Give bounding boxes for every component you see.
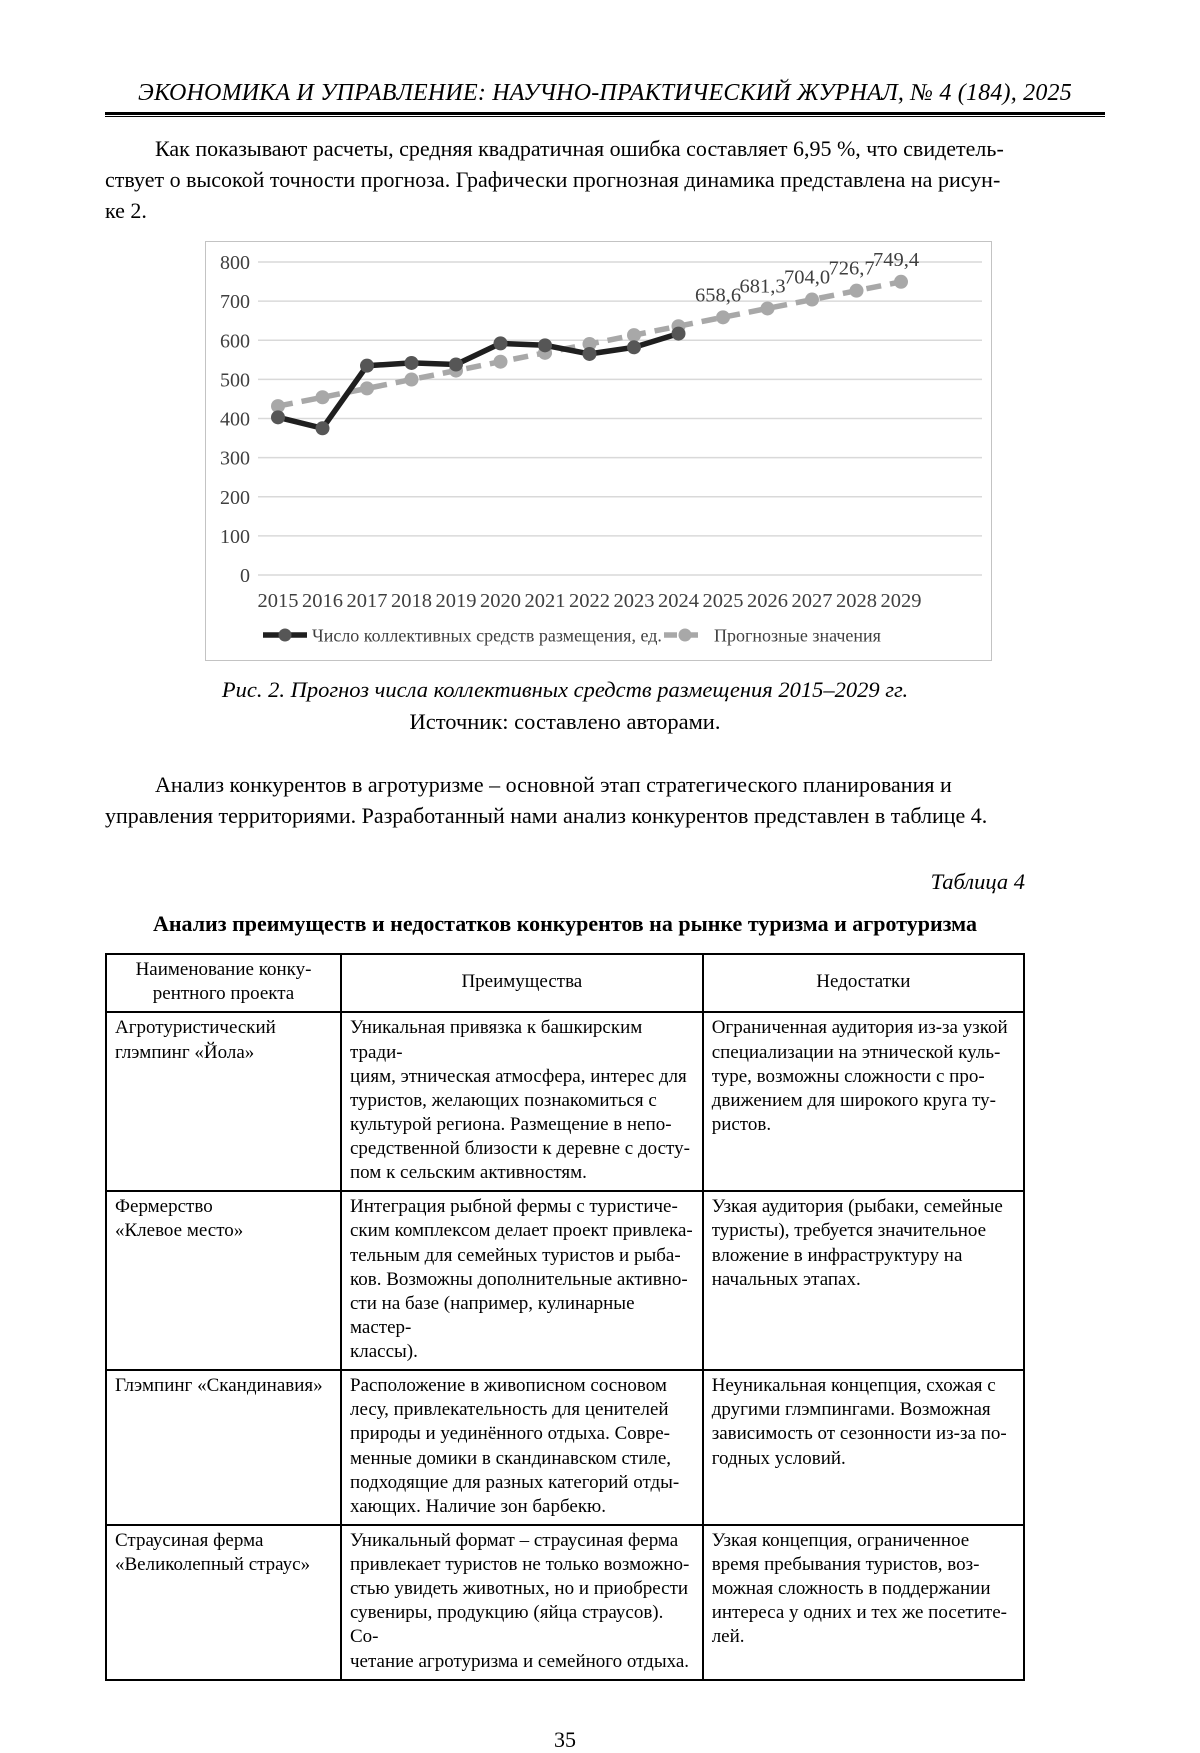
page-header-area: ЭКОНОМИКА И УПРАВЛЕНИЕ: НАУЧНО-ПРАКТИЧЕС… [0,0,1200,117]
page-number: 35 [554,1726,576,1752]
cell-advantages: Интеграция рыбной фермы с туристиче- ски… [340,1190,704,1372]
cell-project-name: Глэмпинг «Скандинавия» [105,1369,342,1526]
svg-text:400: 400 [220,408,250,430]
svg-text:658,6: 658,6 [695,284,741,306]
line-chart: 0 100 200 300 400 500 600 700 800 2015 2016 2017 201… [205,240,992,663]
svg-text:2018: 2018 [391,590,432,612]
svg-text:700: 700 [220,291,250,313]
svg-text:600: 600 [220,330,250,352]
figure-source: Источник: составлено авторами. [409,708,721,734]
table-number-label: Таблица 4 [930,869,1025,895]
figure-caption: Рис. 2. Прогноз числа коллективных средс… [221,676,909,702]
cell-advantages: Расположение в живописном сосновом лесу,… [340,1369,704,1526]
svg-text:500: 500 [220,369,250,391]
svg-text:2019: 2019 [436,590,477,612]
competitors-table: Наименование конку- рентного проекта Пре… [105,953,1026,1681]
svg-text:2016: 2016 [302,590,343,612]
page-content: Как показывают расчеты, средняя квадрати… [0,133,1200,1753]
svg-text:749,4: 749,4 [873,249,919,271]
cell-advantages: Уникальная привязка к башкирским тради- … [340,1011,704,1193]
table-row: Страусиная ферма «Великолепный страус» У… [105,1523,1026,1681]
paragraph-intro: Как показывают расчеты, средняя квадрати… [105,136,1004,224]
svg-text:100: 100 [220,526,250,548]
svg-text:681,3: 681,3 [739,275,785,297]
header-cell-name: Наименование конку- рентного проекта [105,953,342,1014]
svg-text:2017: 2017 [347,590,388,612]
chart-canvas: 0 100 200 300 400 500 600 700 800 2015 2016 2017 201… [206,242,991,663]
svg-text:200: 200 [220,486,250,508]
table-row: Агротуристический глэмпинг «Йола» Уникал… [105,1011,1026,1193]
svg-text:2015: 2015 [258,590,299,612]
svg-text:726,7: 726,7 [828,257,874,279]
svg-text:0: 0 [240,565,250,587]
table-title: Анализ преимуществ и недостатков конкуре… [152,911,978,937]
svg-text:2026: 2026 [747,590,788,612]
svg-text:2029: 2029 [881,590,922,612]
svg-text:2025: 2025 [703,590,744,612]
cell-project-name: Страусиная ферма «Великолепный страус» [105,1523,342,1681]
svg-text:2028: 2028 [836,590,877,612]
cell-disadvantages: Узкая аудитория (рыбаки, семейные турист… [701,1190,1026,1372]
svg-text:704,0: 704,0 [784,266,830,288]
svg-text:Число коллективных средств раз: Число коллективных средств размещения, е… [312,625,662,645]
header-divider [105,112,1105,117]
svg-text:2027: 2027 [792,590,833,612]
svg-text:2022: 2022 [569,590,610,612]
table-row: Фермерство «Клевое место» Интеграция рыб… [105,1190,1026,1372]
header-cell-disadvantages: Недостатки [701,953,1026,1014]
svg-text:2021: 2021 [525,590,566,612]
paragraph-analysis: Анализ конкурентов в агротуризме – основ… [105,771,988,828]
table-header-row: Наименование конку- рентного проекта Пре… [105,953,1026,1014]
cell-project-name: Фермерство «Клевое место» [105,1190,342,1372]
cell-advantages: Уникальный формат – страусиная ферма при… [340,1523,704,1681]
table-row: Глэмпинг «Скандинавия» Расположение в жи… [105,1369,1026,1526]
header-cell-advantages: Преимущества [340,953,704,1014]
svg-text:2024: 2024 [658,590,699,612]
cell-disadvantages: Неуникальная концепция, схожая с другими… [701,1369,1026,1526]
svg-text:2023: 2023 [614,590,655,612]
journal-title: ЭКОНОМИКА И УПРАВЛЕНИЕ: НАУЧНО-ПРАКТИЧЕС… [138,80,1072,106]
svg-text:300: 300 [220,447,250,469]
svg-text:Прогнозные значения: Прогнозные значения [714,625,881,645]
cell-disadvantages: Узкая концепция, ограниченное время преб… [701,1523,1026,1681]
svg-text:2020: 2020 [480,590,521,612]
cell-project-name: Агротуристический глэмпинг «Йола» [105,1011,342,1193]
svg-text:800: 800 [220,252,250,274]
cell-disadvantages: Ограниченная аудитория из-за узкой специ… [701,1011,1026,1193]
